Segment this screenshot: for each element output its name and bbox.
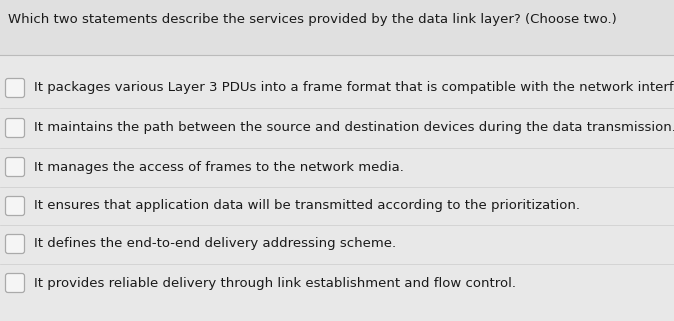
- FancyBboxPatch shape: [5, 235, 24, 254]
- Text: Which two statements describe the services provided by the data link layer? (Cho: Which two statements describe the servic…: [8, 13, 617, 26]
- Text: It maintains the path between the source and destination devices during the data: It maintains the path between the source…: [34, 122, 674, 134]
- Text: It manages the access of frames to the network media.: It manages the access of frames to the n…: [34, 160, 404, 173]
- FancyBboxPatch shape: [5, 158, 24, 177]
- Text: It ensures that application data will be transmitted according to the prioritiza: It ensures that application data will be…: [34, 199, 580, 213]
- Text: It defines the end-to-end delivery addressing scheme.: It defines the end-to-end delivery addre…: [34, 238, 396, 250]
- Text: It provides reliable delivery through link establishment and flow control.: It provides reliable delivery through li…: [34, 276, 516, 290]
- FancyBboxPatch shape: [5, 118, 24, 137]
- Text: It packages various Layer 3 PDUs into a frame format that is compatible with the: It packages various Layer 3 PDUs into a …: [34, 82, 674, 94]
- FancyBboxPatch shape: [5, 79, 24, 98]
- FancyBboxPatch shape: [5, 273, 24, 292]
- Bar: [0, 0, 674, 55]
- FancyBboxPatch shape: [5, 196, 24, 215]
